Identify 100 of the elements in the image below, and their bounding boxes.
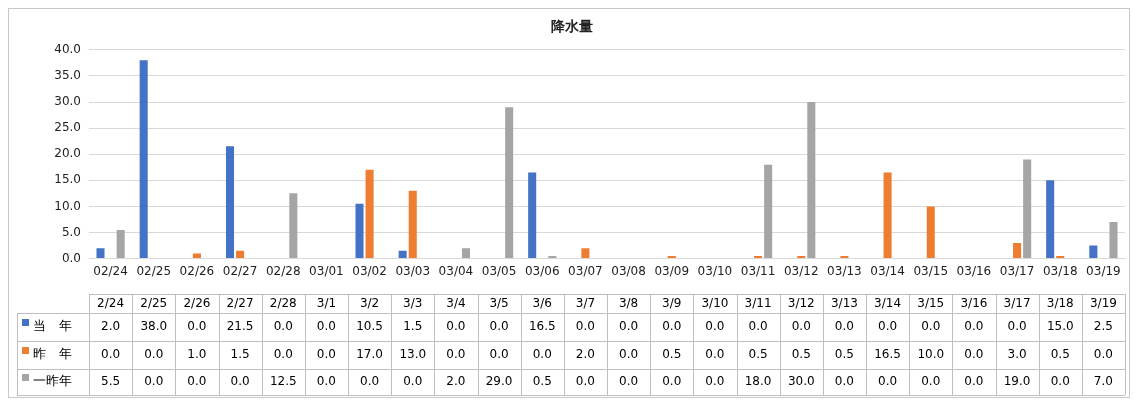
x-tick-label: 03/15 (913, 263, 949, 278)
x-tick-label: 03/13 (827, 263, 862, 278)
data-label: 0.0 (1050, 374, 1070, 389)
text: 3/13 (830, 295, 858, 310)
data-label: 0.0 (834, 319, 854, 334)
bar (116, 229, 125, 259)
data-label: 0.0 (619, 347, 639, 362)
bar (528, 172, 537, 259)
bar (236, 250, 245, 259)
y-tick-label: 20.0 (54, 146, 81, 161)
data-label: 0.0 (878, 319, 898, 334)
text: 2/27 (226, 295, 254, 310)
x-tick-label: 03/16 (956, 263, 992, 278)
data-label: 0.0 (964, 374, 984, 389)
legend-label: 昨 年 (33, 346, 72, 362)
data-label: 12.5 (269, 374, 297, 389)
data-label: 18.0 (744, 374, 772, 389)
x-tick-label: 03/19 (1086, 263, 1121, 278)
bar (355, 203, 364, 259)
data-label: 0.0 (878, 374, 898, 389)
data-label: 0.0 (1007, 319, 1027, 334)
x-tick-label: 03/10 (697, 263, 733, 278)
x-tick-label: 03/09 (654, 263, 690, 278)
text: 3/15 (917, 295, 945, 310)
bar (398, 250, 407, 259)
bar (807, 102, 816, 259)
data-label: 1.5 (230, 347, 250, 362)
data-label: 10.5 (356, 319, 383, 334)
y-tick-label: 10.0 (54, 198, 81, 213)
text: 3/9 (662, 295, 682, 310)
text: 2/24 (97, 295, 125, 310)
y-tick-label: 35.0 (54, 68, 81, 83)
data-label: 0.0 (791, 319, 811, 334)
data-label: 0.0 (403, 374, 423, 389)
bar (797, 255, 806, 259)
text: 3/8 (618, 295, 639, 310)
chart-title: 降水量 (551, 18, 593, 35)
data-label: 0.0 (921, 374, 941, 389)
y-tick-label: 15.0 (54, 172, 81, 187)
data-label: 0.0 (230, 374, 250, 389)
x-tick-label: 02/26 (179, 263, 215, 278)
x-tick-label: 03/08 (611, 263, 646, 278)
data-label: 0.0 (705, 347, 725, 362)
bar (139, 60, 148, 259)
y-tick-label: 30.0 (54, 94, 81, 109)
data-label: 13.0 (399, 347, 427, 362)
text: 3/2 (359, 295, 380, 310)
data-label: 0.0 (360, 374, 380, 389)
text: 2/25 (140, 295, 168, 310)
x-tick-label: 02/27 (222, 263, 258, 278)
data-label: 0.0 (273, 347, 293, 362)
y-tick-label: 0.0 (61, 250, 81, 265)
data-label: 16.5 (528, 319, 556, 334)
text: 3/5 (489, 295, 509, 310)
data-label: 16.5 (874, 347, 901, 362)
data-label: 5.5 (101, 374, 121, 389)
x-tick-label: 03/11 (740, 263, 776, 278)
x-tick-label: 03/01 (309, 263, 344, 278)
x-tick-label: 02/25 (136, 263, 172, 278)
legend-label: 一昨年 (33, 373, 72, 389)
data-label: 3.0 (1007, 347, 1027, 362)
data-label: 2.5 (1093, 319, 1113, 334)
bar (883, 172, 892, 259)
x-tick-label: 03/17 (999, 263, 1035, 278)
data-label: 0.0 (446, 347, 466, 362)
bar (96, 248, 105, 259)
bar (1089, 245, 1098, 259)
data-label: 0.0 (187, 319, 207, 334)
bar (1046, 180, 1055, 259)
text: 3/12 (787, 295, 815, 310)
bar (840, 255, 849, 259)
data-label: 0.0 (1093, 347, 1113, 362)
data-label: 2.0 (446, 374, 466, 389)
bar (365, 169, 374, 259)
data-label: 2.0 (575, 347, 595, 362)
data-label: 0.0 (489, 319, 509, 334)
data-label: 0.0 (834, 374, 854, 389)
data-label: 0.0 (532, 347, 552, 362)
bar (225, 146, 235, 259)
data-label: 0.5 (1050, 347, 1070, 362)
data-label: 1.0 (187, 347, 207, 362)
data-label: 2.0 (101, 319, 121, 334)
data-label: 0.5 (532, 374, 552, 389)
x-tick-label: 02/28 (265, 263, 301, 278)
bar (461, 248, 471, 259)
data-label: 0.0 (921, 319, 941, 334)
data-label: 0.5 (662, 347, 682, 362)
bar (764, 164, 773, 259)
data-label: 0.5 (791, 347, 811, 362)
bar (1109, 222, 1118, 259)
data-label: 29.0 (485, 374, 513, 389)
y-tick-label: 40.0 (54, 41, 81, 56)
data-label: 0.0 (619, 374, 639, 389)
text: 3/11 (744, 295, 772, 310)
text: 3/18 (1046, 295, 1074, 310)
bar (192, 253, 201, 259)
data-label: 0.0 (489, 347, 509, 362)
text: 3/19 (1089, 295, 1117, 310)
data-label: 0.0 (316, 347, 336, 362)
data-label: 0.0 (575, 319, 595, 334)
